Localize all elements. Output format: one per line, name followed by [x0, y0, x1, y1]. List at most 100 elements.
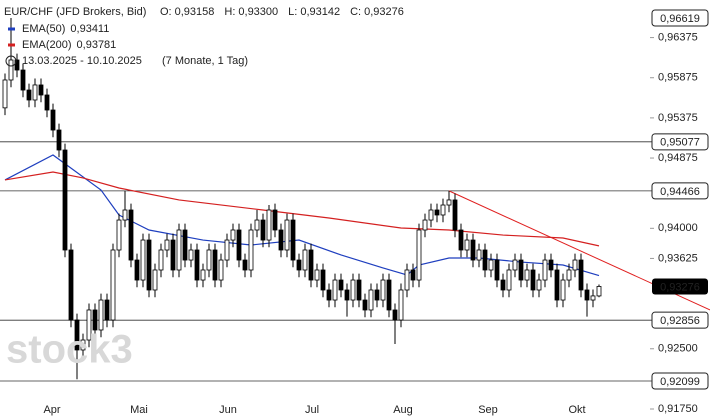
legend-value: 0,93781: [77, 39, 117, 51]
candle-body: [356, 279, 362, 301]
level-box: [651, 9, 709, 27]
candle-body: [440, 204, 446, 216]
candle-body: [128, 209, 134, 261]
candle-body: [428, 209, 434, 221]
candle-body: [464, 239, 470, 251]
x-tick-label: Aug: [393, 404, 413, 416]
candle-body: [320, 269, 326, 291]
candle-body: [164, 239, 170, 251]
level-label: 0,92099: [660, 376, 700, 388]
candle-body: [80, 339, 86, 351]
candle-body: [344, 289, 350, 301]
candle-body: [212, 249, 218, 281]
y-tick-label: 0,94000: [658, 222, 698, 234]
candle-body: [362, 299, 368, 311]
candle-body: [104, 299, 110, 321]
candle-body: [110, 249, 116, 321]
legend-name: EMA(200): [22, 39, 72, 51]
candle-body: [188, 249, 194, 261]
x-tick-label: Jun: [219, 404, 237, 416]
y-tick-label: 0,94875: [658, 152, 698, 164]
candle-body: [572, 259, 578, 271]
candle-body: [62, 149, 68, 251]
candle-body: [500, 279, 506, 291]
ohlc-value: 0,93142: [300, 6, 340, 18]
candle-body: [524, 269, 530, 281]
candle-body: [86, 309, 92, 341]
candle-body: [578, 259, 584, 291]
candle-body: [350, 279, 356, 301]
candle-body: [404, 269, 410, 291]
candle-body: [584, 289, 590, 301]
candle-body: [332, 279, 338, 301]
ema-line: [4, 171, 600, 247]
candle-body: [98, 299, 104, 331]
candle-body: [590, 295, 596, 301]
candle-body: [278, 229, 284, 251]
watermark: stock3: [6, 328, 133, 372]
candle-body: [518, 259, 524, 281]
candle-body: [224, 239, 230, 261]
candle-body: [194, 249, 200, 281]
candle-body: [512, 259, 518, 271]
candle-body: [260, 219, 266, 241]
candle-body: [122, 209, 128, 221]
candle-body: [434, 209, 440, 216]
candle-body: [476, 249, 482, 261]
x-tick-label: Jul: [305, 404, 319, 416]
x-tick-label: Mai: [130, 404, 148, 416]
candle-body: [158, 249, 164, 271]
y-tick-label: 0,93625: [658, 252, 698, 264]
candle-body: [32, 84, 38, 101]
candle-body: [422, 219, 428, 231]
candle-body: [2, 79, 8, 109]
candle-body: [398, 289, 404, 321]
candle-body: [272, 209, 278, 231]
candle-body: [506, 269, 512, 291]
candle-body: [482, 249, 488, 271]
ema-line: [4, 154, 600, 277]
level-box: [651, 133, 709, 151]
candle-body: [56, 129, 62, 151]
candle-body: [92, 309, 98, 331]
y-tick-label: 0,95875: [658, 72, 698, 84]
x-tick-label: Sep: [478, 404, 498, 416]
candle-body: [548, 259, 554, 271]
candle-body: [182, 229, 188, 261]
level-label: 0,96619: [660, 13, 700, 25]
candle-body: [68, 249, 74, 321]
level-label: 0,94466: [660, 186, 700, 198]
candle-body: [38, 84, 44, 96]
y-tick-label: 0,96375: [658, 31, 698, 43]
candle-body: [302, 249, 308, 271]
candle-body: [560, 279, 566, 301]
candle-body: [242, 259, 248, 271]
level-box: [651, 311, 709, 329]
ohlc-value: 0,93276: [364, 6, 404, 18]
candle-body: [566, 269, 572, 281]
candle-body: [308, 249, 314, 281]
candle-body: [26, 89, 32, 101]
level-box: [651, 182, 709, 200]
candle-body: [386, 279, 392, 311]
candle-body: [410, 269, 416, 281]
candle-body: [596, 286, 602, 297]
candle-body: [266, 209, 272, 241]
x-tick-label: Apr: [43, 404, 60, 416]
candle-body: [290, 219, 296, 261]
candle-body: [236, 229, 242, 261]
symbol: EUR/CHF (JFD Brokers, Bid): [4, 6, 146, 18]
period: (7 Monate, 1 Tag): [162, 55, 248, 67]
candle-body: [146, 239, 152, 291]
last-price-box: [652, 278, 708, 295]
candle-body: [248, 229, 254, 271]
candle-body: [452, 199, 458, 231]
date-range: 13.03.2025 - 10.10.2025: [22, 55, 142, 67]
candle-body: [14, 59, 20, 71]
ohlc-value: 0,93300: [238, 6, 278, 18]
candle-body: [470, 239, 476, 261]
level-label: 0,95077: [660, 137, 700, 149]
candle-body: [536, 279, 542, 291]
last-price-label: 0,93276: [660, 281, 700, 293]
